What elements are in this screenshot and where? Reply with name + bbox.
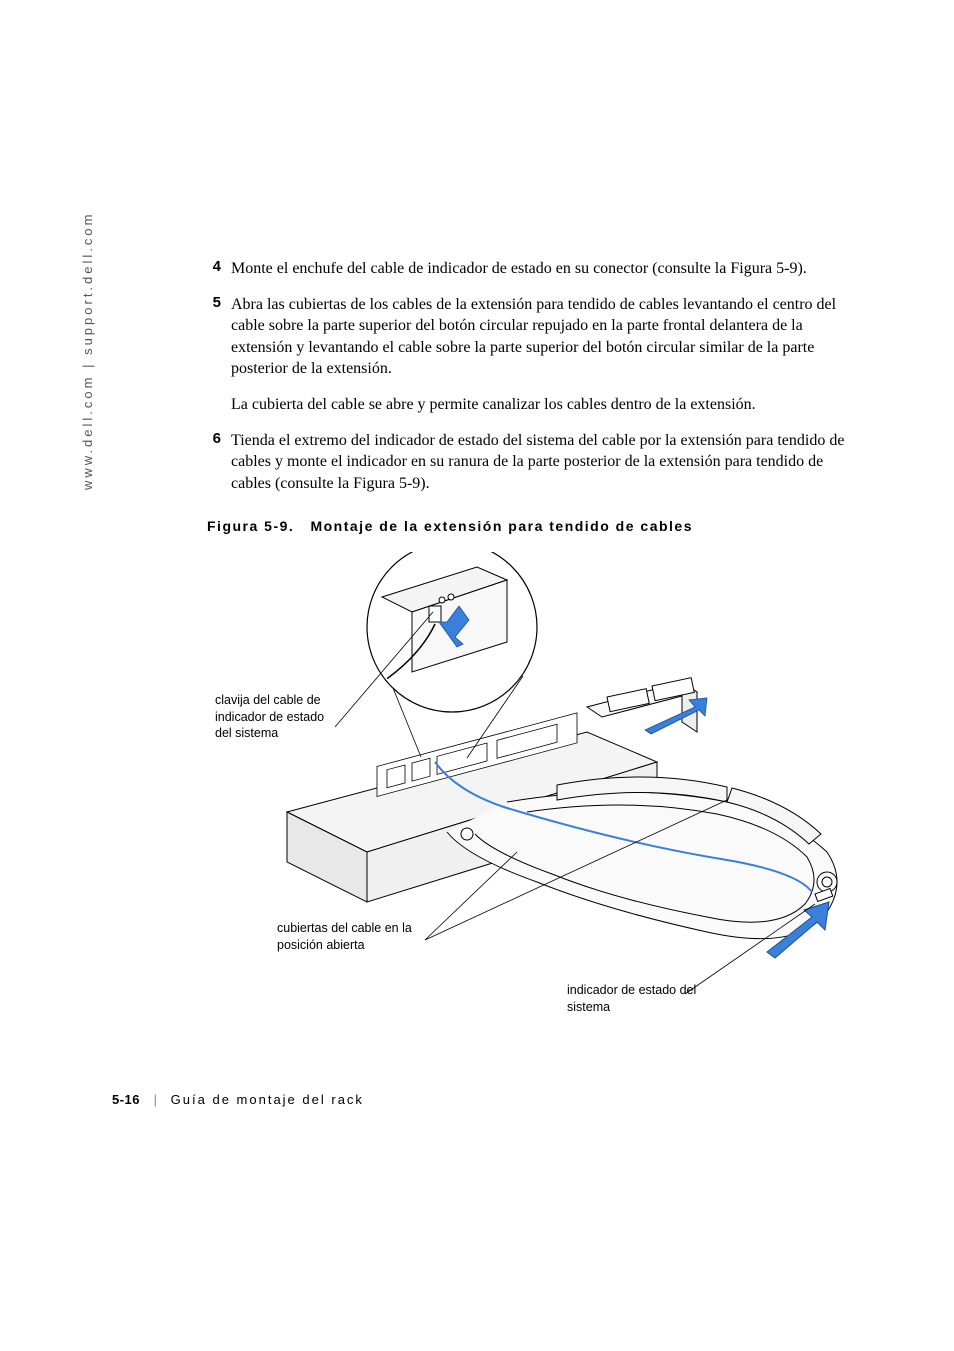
- diagram-svg: [207, 552, 847, 1032]
- figure-caption-prefix: Figura 5-9.: [207, 518, 294, 534]
- page-footer: 5-16 | Guía de montaje del rack: [112, 1092, 364, 1107]
- step-5-sub: La cubierta del cable se abre y permite …: [231, 394, 847, 416]
- figure-diagram: clavija del cable de indicador de estado…: [207, 552, 847, 1032]
- main-content: 4 Monte el enchufe del cable de indicado…: [207, 258, 847, 1032]
- step-text: Abra las cubiertas de los cables de la e…: [231, 294, 847, 380]
- page-number: 5-16: [112, 1092, 140, 1107]
- step-text: Tienda el extremo del indicador de estad…: [231, 430, 847, 495]
- callout-plug: clavija del cable de indicador de estado…: [215, 692, 335, 741]
- step-4: 4 Monte el enchufe del cable de indicado…: [207, 258, 847, 280]
- step-6: 6 Tienda el extremo del indicador de est…: [207, 430, 847, 495]
- step-number: 6: [207, 430, 231, 495]
- guide-title: Guía de montaje del rack: [171, 1092, 364, 1107]
- sidebar-url: www.dell.com | support.dell.com: [80, 212, 95, 490]
- callout-indicator: indicador de estado del sistema: [567, 982, 697, 1015]
- callout-covers: cubiertas del cable en la posición abier…: [277, 920, 427, 953]
- step-number: 4: [207, 258, 231, 280]
- figure-caption: Figura 5-9. Montaje de la extensión para…: [207, 518, 847, 534]
- step-5: 5 Abra las cubiertas de los cables de la…: [207, 294, 847, 380]
- figure-caption-body: Montaje de la extensión para tendido de …: [310, 518, 693, 534]
- step-text: Monte el enchufe del cable de indicador …: [231, 258, 807, 280]
- footer-separator: |: [154, 1092, 157, 1107]
- step-number: 5: [207, 294, 231, 380]
